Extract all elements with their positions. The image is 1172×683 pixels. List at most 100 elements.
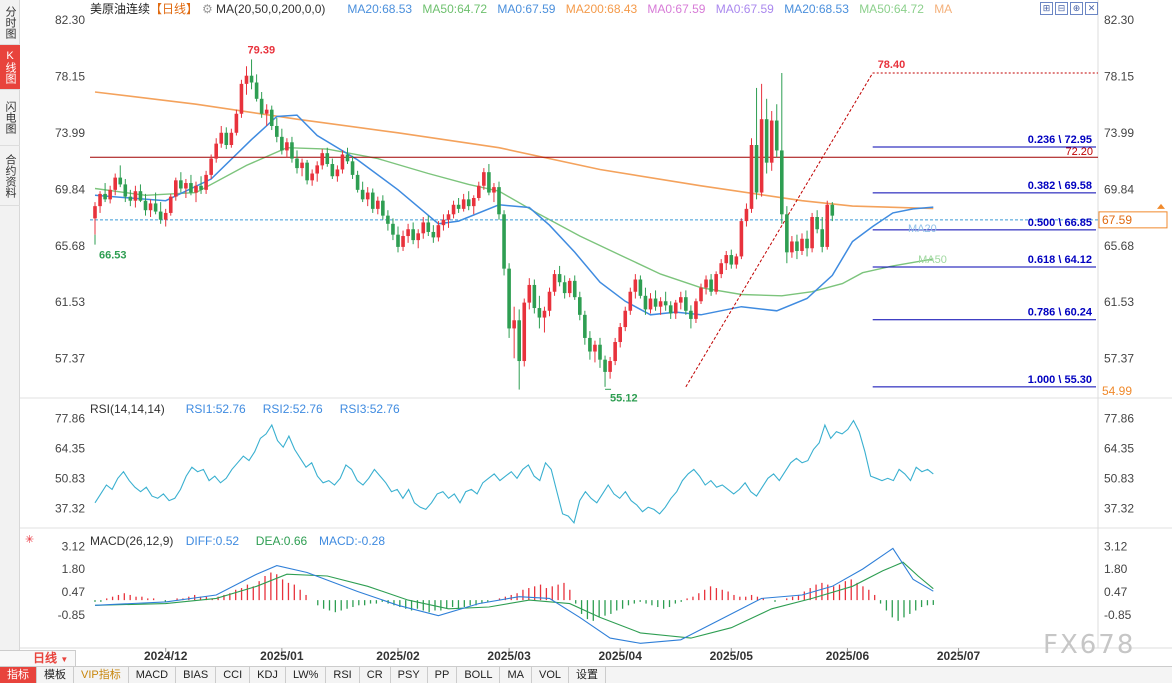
close-icon[interactable]: ✕ — [1085, 2, 1098, 15]
rsi-title: RSI(14,14,14) — [90, 402, 165, 416]
fib-level-label: 0.786 \ 60.24 — [1028, 307, 1093, 319]
ma-legend-item: MA — [934, 2, 952, 16]
candle-body — [537, 308, 542, 318]
indicator-tab-6[interactable]: KDJ — [250, 667, 286, 683]
candle-body — [547, 291, 552, 311]
indicator-tab-9[interactable]: CR — [360, 667, 391, 683]
candle-body — [370, 192, 375, 209]
candle-body — [618, 327, 622, 343]
rsi-y-tick-right: 37.32 — [1104, 502, 1134, 516]
candle-body — [557, 274, 562, 283]
chart-area[interactable]: 82.30 82.30 78.15 78.15 73.99 73.99 69.84 69.84… — [20, 0, 1172, 666]
chart-toolbar: ⊞ ⊟ ⊕ ✕ — [1040, 2, 1098, 15]
candle-body — [335, 169, 340, 177]
candle-body — [552, 274, 557, 292]
candle-body — [532, 284, 537, 309]
candle-body — [396, 234, 400, 247]
candle-body — [679, 297, 683, 303]
candle-body — [350, 161, 355, 175]
candle-body — [184, 183, 188, 189]
candle-body — [699, 287, 703, 302]
candle-body — [795, 241, 799, 251]
y-tick-left: 57.37 — [55, 352, 85, 366]
left-tab-1[interactable]: K线图 — [0, 45, 20, 90]
zoom-out-icon[interactable]: ⊟ — [1055, 2, 1068, 15]
macd-y-tick-right: 1.80 — [1104, 562, 1128, 576]
candle-body — [431, 231, 436, 238]
crosshair-icon[interactable]: ⊕ — [1070, 2, 1083, 15]
y-tick-left: 69.84 — [55, 182, 85, 196]
ma-legend-item: MA50:64.72 — [859, 2, 924, 16]
fib-level-label: 0.236 \ 72.95 — [1028, 134, 1092, 146]
candle-body — [406, 229, 410, 237]
candle-body — [522, 302, 527, 362]
candle-body — [381, 200, 385, 216]
indicator-tab-11[interactable]: PP — [428, 667, 458, 683]
candle-body — [340, 154, 345, 170]
ma-legend-item: MA50:64.72 — [422, 2, 487, 16]
candle-body — [153, 203, 158, 212]
indicator-tab-12[interactable]: BOLL — [457, 667, 501, 683]
candle-body — [118, 177, 123, 185]
indicator-tab-14[interactable]: VOL — [532, 667, 569, 683]
candle-body — [401, 236, 405, 247]
macd-y-tick-left: 0.47 — [62, 585, 86, 599]
candle-body — [310, 173, 314, 181]
zoom-in-icon[interactable]: ⊞ — [1040, 2, 1053, 15]
candle-body — [749, 145, 754, 209]
period-label: 日线 — [33, 651, 58, 665]
indicator-tab-15[interactable]: 设置 — [569, 667, 606, 683]
candle-body — [527, 284, 532, 303]
indicator-tab-4[interactable]: BIAS — [176, 667, 217, 683]
candle-body — [421, 222, 426, 234]
candle-body — [471, 197, 476, 207]
macd-settings-icon: ✳ — [25, 534, 34, 546]
candle-body — [259, 98, 264, 114]
macd-y-tick-left: -0.85 — [58, 608, 86, 622]
indicator-tab-13[interactable]: MA — [500, 667, 532, 683]
candle-body — [719, 263, 723, 275]
indicator-tab-5[interactable]: CCI — [216, 667, 251, 683]
y-tick-right: 82.30 — [1104, 13, 1134, 27]
ma20-end-label: MA20 — [908, 223, 937, 235]
candle-body — [123, 184, 128, 197]
y-tick-right: 65.68 — [1104, 239, 1134, 253]
fib-level-label: 0.618 \ 64.12 — [1028, 254, 1092, 266]
watermark-logo: FX678 — [1043, 630, 1136, 660]
candle-body — [608, 361, 612, 372]
left-tab-3[interactable]: 合约资料 — [0, 146, 20, 206]
candle-body — [209, 158, 213, 175]
indicator-tab-3[interactable]: MACD — [129, 667, 177, 683]
candle-body — [785, 214, 789, 253]
indicator-tab-7[interactable]: LW% — [286, 667, 327, 683]
candle-body — [517, 320, 521, 362]
rsi-y-tick-right: 50.83 — [1104, 472, 1134, 486]
candle-body — [800, 238, 804, 251]
macd-y-tick-right: -0.85 — [1104, 608, 1132, 622]
rsi-line — [94, 419, 934, 524]
y-tick-right: 73.99 — [1104, 126, 1134, 140]
symbol-name: 美原油连续 — [90, 1, 150, 16]
candle-body — [724, 255, 729, 264]
indicator-tab-2[interactable]: VIP指标 — [74, 667, 129, 683]
candle-body — [446, 214, 451, 220]
left-tab-0[interactable]: 分时图 — [0, 0, 20, 45]
candle-body — [244, 75, 249, 84]
candle-body — [355, 174, 360, 190]
candle-body — [295, 158, 299, 169]
left-tab-2[interactable]: 闪电图 — [0, 90, 20, 146]
candle-body — [411, 229, 415, 241]
period-selector[interactable]: 日线 ▼ — [0, 650, 76, 666]
indicator-tab-10[interactable]: PSY — [391, 667, 428, 683]
ma-legend-item: MA20:68.53 — [784, 2, 849, 16]
indicator-tab-1[interactable]: 模板 — [37, 667, 74, 683]
candle-body — [739, 221, 744, 257]
candle-body — [461, 199, 466, 209]
candle-body — [330, 164, 335, 177]
candle-body — [133, 191, 138, 201]
candle-body — [163, 212, 168, 220]
candle-body — [360, 189, 365, 200]
indicator-tab-8[interactable]: RSI — [326, 667, 360, 683]
candle-body — [790, 241, 794, 253]
indicator-tab-0[interactable]: 指标 — [0, 667, 37, 683]
